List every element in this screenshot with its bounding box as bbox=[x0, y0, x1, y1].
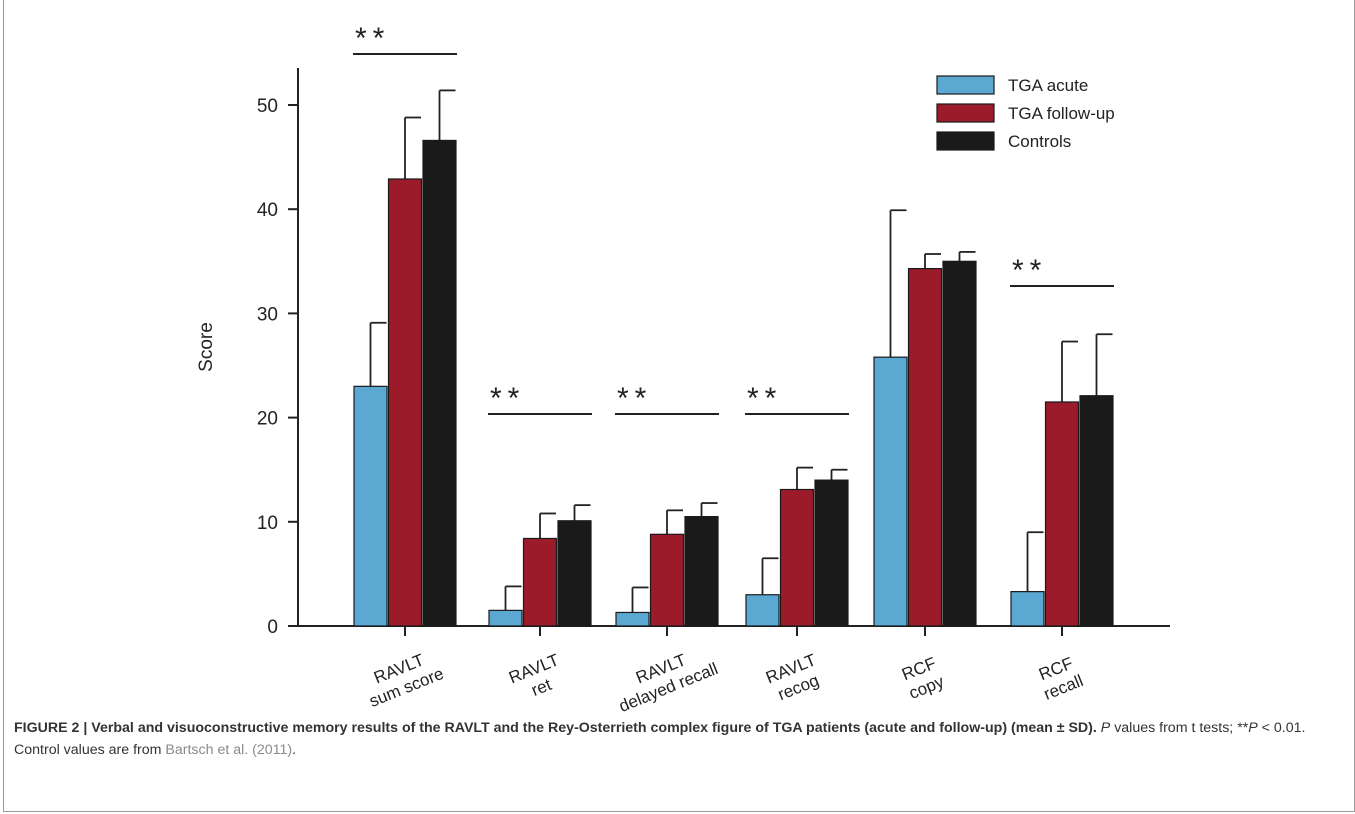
legend-label: TGA acute bbox=[1008, 76, 1088, 95]
chart-bars bbox=[353, 89, 1114, 627]
caption-text-2: < 0.01. Control values are from bbox=[14, 720, 1306, 758]
y-tick-label: 40 bbox=[257, 200, 278, 221]
legend-label: TGA follow-up bbox=[1008, 104, 1115, 123]
legend-swatch bbox=[936, 103, 995, 123]
y-axis-label: Score bbox=[196, 322, 217, 372]
significance-label: ** bbox=[355, 22, 390, 55]
caption-title: FIGURE 2 | Verbal and visuoconstructive … bbox=[14, 720, 1093, 736]
caption-reference-link[interactable]: Bartsch et al. (2011) bbox=[165, 741, 293, 758]
x-tick-label: RCFrecall bbox=[1034, 652, 1086, 703]
bar bbox=[387, 178, 423, 627]
bar bbox=[488, 609, 523, 627]
bar bbox=[779, 488, 815, 627]
y-tick-label: 30 bbox=[257, 304, 278, 325]
x-tick-label: RAVLTdelayed recall bbox=[609, 640, 721, 712]
bar bbox=[907, 267, 943, 627]
significance-markers: ** ** ** ** ** bbox=[353, 22, 1114, 415]
legend-swatch bbox=[936, 75, 995, 95]
x-tick-label: RAVLTsum score bbox=[359, 645, 446, 711]
legend-label: Controls bbox=[1008, 132, 1071, 151]
bar-chart: 0 10 20 30 40 50 Score RAVLTsum score RAVLTret RA… bbox=[196, 22, 1170, 712]
y-tick-label: 50 bbox=[257, 96, 278, 117]
bar bbox=[814, 479, 849, 627]
y-tick-label: 0 bbox=[267, 617, 278, 638]
caption-text-end: . bbox=[292, 741, 297, 758]
significance-label: ** bbox=[1012, 254, 1047, 287]
y-tick-label: 20 bbox=[257, 409, 278, 430]
bar bbox=[649, 533, 685, 627]
caption-text-1: values from t tests; ** bbox=[1110, 720, 1249, 736]
bar bbox=[1044, 401, 1080, 627]
significance-label: ** bbox=[747, 382, 782, 415]
bar bbox=[942, 260, 977, 627]
legend-swatch bbox=[936, 131, 995, 151]
bar bbox=[745, 594, 780, 627]
significance-label: ** bbox=[490, 382, 525, 415]
bar bbox=[557, 520, 592, 627]
bar bbox=[684, 515, 719, 627]
significance-label: ** bbox=[617, 382, 652, 415]
bar bbox=[615, 611, 650, 627]
caption-p-italic: P bbox=[1100, 720, 1111, 736]
figure-caption: FIGURE 2 | Verbal and visuoconstructive … bbox=[14, 720, 1306, 758]
x-tick-label: RAVLTrecog bbox=[763, 650, 826, 706]
x-tick-label: RCFcopy bbox=[899, 653, 947, 703]
chart-legend: TGA acute TGA follow-up Controls bbox=[936, 75, 1115, 151]
bar bbox=[353, 385, 388, 627]
bar bbox=[1079, 395, 1114, 627]
bar bbox=[422, 139, 457, 627]
caption-p2-italic: P bbox=[1248, 720, 1258, 736]
x-tick-label: RAVLTret bbox=[506, 650, 569, 706]
bar bbox=[873, 356, 908, 627]
bar bbox=[522, 537, 558, 627]
bar bbox=[1010, 591, 1045, 627]
y-tick-label: 10 bbox=[257, 513, 278, 534]
